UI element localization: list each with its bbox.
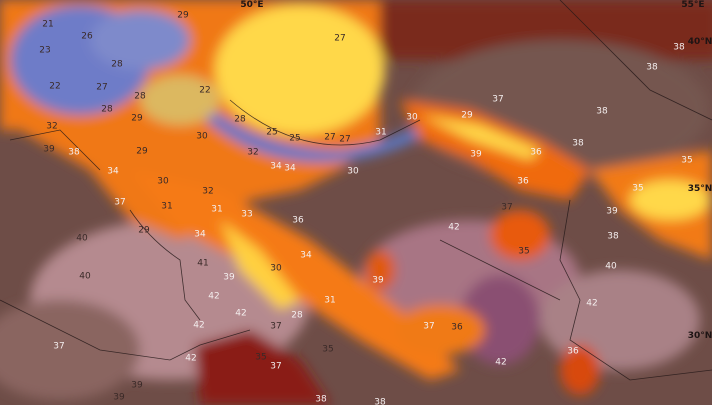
temperature-label: 38 bbox=[596, 106, 608, 117]
image-margin bbox=[712, 0, 720, 405]
temperature-label: 29 bbox=[138, 225, 150, 236]
temperature-label: 36 bbox=[292, 215, 304, 226]
temperature-label: 37 bbox=[53, 341, 65, 352]
temperature-label: 22 bbox=[49, 81, 61, 92]
temperature-label: 29 bbox=[136, 146, 148, 157]
temperature-label: 28 bbox=[134, 91, 146, 102]
temperature-label: 38 bbox=[315, 394, 327, 405]
temperature-label: 28 bbox=[111, 59, 123, 70]
temperature-label: 37 bbox=[114, 197, 126, 208]
longitude-label-55e: 55°E bbox=[681, 0, 705, 10]
temperature-label: 31 bbox=[375, 127, 387, 138]
temperature-label: 38 bbox=[68, 147, 80, 158]
temperature-label: 34 bbox=[194, 229, 206, 240]
temperature-label: 31 bbox=[161, 201, 173, 212]
temperature-label: 28 bbox=[234, 114, 246, 125]
temperature-label: 42 bbox=[586, 298, 598, 309]
temperature-label: 34 bbox=[300, 250, 312, 261]
temperature-label: 36 bbox=[530, 147, 542, 158]
temperature-label: 22 bbox=[199, 85, 211, 96]
temperature-label: 27 bbox=[324, 132, 336, 143]
temperature-label: 39 bbox=[223, 272, 235, 283]
temperature-label: 27 bbox=[334, 33, 346, 44]
temperature-label: 25 bbox=[289, 133, 301, 144]
latitude-label-30n: 30°N bbox=[687, 331, 712, 341]
latitude-label-35n: 35°N bbox=[687, 184, 712, 194]
temperature-label: 32 bbox=[202, 186, 214, 197]
temperature-label: 30 bbox=[406, 112, 418, 123]
temperature-label: 38 bbox=[374, 397, 386, 405]
temperature-label: 41 bbox=[197, 258, 209, 269]
temperature-label: 35 bbox=[518, 246, 530, 257]
temperature-label: 35 bbox=[632, 183, 644, 194]
temperature-label: 38 bbox=[572, 138, 584, 149]
temperature-label: 29 bbox=[461, 110, 473, 121]
temperature-label: 28 bbox=[291, 310, 303, 321]
temperature-label: 37 bbox=[492, 94, 504, 105]
temperature-label: 32 bbox=[247, 147, 259, 158]
temperature-label: 29 bbox=[131, 113, 143, 124]
temperature-label: 25 bbox=[266, 127, 278, 138]
temperature-label: 40 bbox=[605, 261, 617, 272]
temperature-label: 39 bbox=[43, 144, 55, 155]
temperature-label: 27 bbox=[339, 134, 351, 145]
temperature-label: 37 bbox=[423, 321, 435, 332]
temperature-label: 35 bbox=[255, 352, 267, 363]
temperature-label: 30 bbox=[157, 176, 169, 187]
temperature-label: 39 bbox=[372, 275, 384, 286]
temperature-label: 37 bbox=[501, 202, 513, 213]
longitude-label-50e: 50°E bbox=[240, 0, 264, 10]
temperature-label: 42 bbox=[208, 291, 220, 302]
temperature-label: 34 bbox=[107, 166, 119, 177]
temperature-label: 30 bbox=[196, 131, 208, 142]
temperature-label: 30 bbox=[347, 166, 359, 177]
temperature-label: 38 bbox=[646, 62, 658, 73]
temperature-label: 39 bbox=[470, 149, 482, 160]
temperature-label: 40 bbox=[79, 271, 91, 282]
temperature-label: 34 bbox=[284, 163, 296, 174]
temperature-label: 42 bbox=[495, 357, 507, 368]
temperature-label: 23 bbox=[39, 45, 51, 56]
temperature-label: 21 bbox=[42, 19, 54, 30]
temperature-label: 26 bbox=[81, 31, 93, 42]
temperature-label: 42 bbox=[193, 320, 205, 331]
temperature-label: 38 bbox=[673, 42, 685, 53]
temperature-label: 39 bbox=[131, 380, 143, 391]
temperature-label: 29 bbox=[177, 10, 189, 21]
temperature-label: 36 bbox=[451, 322, 463, 333]
temperature-label: 38 bbox=[607, 231, 619, 242]
temperature-label: 35 bbox=[322, 344, 334, 355]
temperature-label: 31 bbox=[324, 295, 336, 306]
temperature-label: 28 bbox=[101, 104, 113, 115]
temperature-label: 42 bbox=[235, 308, 247, 319]
temperature-label: 42 bbox=[185, 353, 197, 364]
temperature-label: 31 bbox=[211, 204, 223, 215]
temperature-label: 27 bbox=[96, 82, 108, 93]
temperature-label: 37 bbox=[270, 321, 282, 332]
temperature-label: 33 bbox=[241, 209, 253, 220]
temperature-label: 34 bbox=[270, 161, 282, 172]
temperature-label: 32 bbox=[46, 121, 58, 132]
temperature-label: 40 bbox=[76, 233, 88, 244]
borders bbox=[0, 0, 712, 381]
temperature-label: 36 bbox=[567, 346, 579, 357]
latitude-label-40n: 40°N bbox=[687, 37, 712, 47]
temperature-label: 36 bbox=[517, 176, 529, 187]
temperature-label: 35 bbox=[681, 155, 693, 166]
temperature-label: 39 bbox=[113, 392, 125, 403]
temperature-label: 37 bbox=[270, 361, 282, 372]
temperature-label: 42 bbox=[448, 222, 460, 233]
temperature-label: 39 bbox=[606, 206, 618, 217]
temperature-label: 30 bbox=[270, 263, 282, 274]
